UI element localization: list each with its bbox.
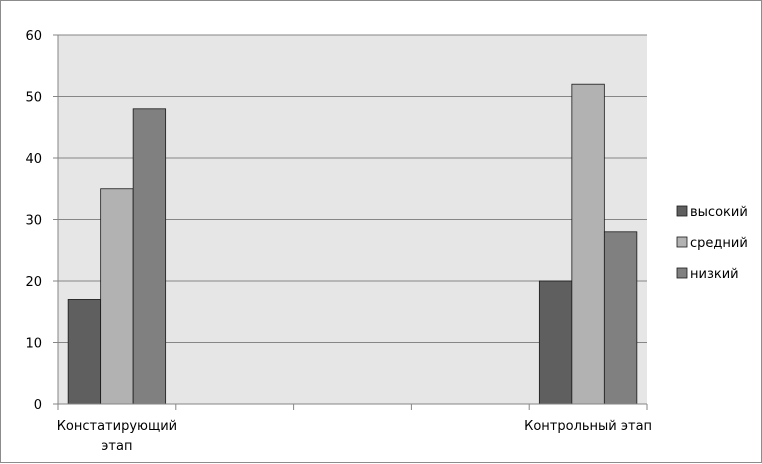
legend-label-низкий: низкий: [690, 267, 739, 282]
category-label: Констатирующий этап: [57, 419, 177, 454]
y-tick-label: 20: [25, 275, 42, 290]
y-tick-label: 10: [25, 337, 42, 352]
y-tick-label: 0: [34, 398, 42, 413]
y-tick-label: 60: [25, 29, 42, 44]
legend-swatch-высокий: [676, 205, 688, 217]
bar-средний-0: [100, 188, 134, 405]
bar-высокий-4: [538, 280, 573, 405]
y-tick-label: 30: [25, 214, 42, 229]
y-tick-label: 50: [25, 91, 42, 106]
legend-label-средний: средний: [690, 236, 748, 251]
bar-низкий-0: [132, 108, 167, 405]
bar-низкий-4: [603, 231, 638, 405]
category-label: Контрольный этап: [524, 419, 652, 434]
y-tick-label: 40: [25, 152, 42, 167]
legend-label-высокий: высокий: [690, 205, 748, 220]
legend-swatch-средний: [676, 236, 688, 248]
legend-swatch-низкий: [676, 267, 688, 279]
bar-средний-4: [571, 83, 605, 405]
bar-высокий-0: [67, 299, 102, 405]
